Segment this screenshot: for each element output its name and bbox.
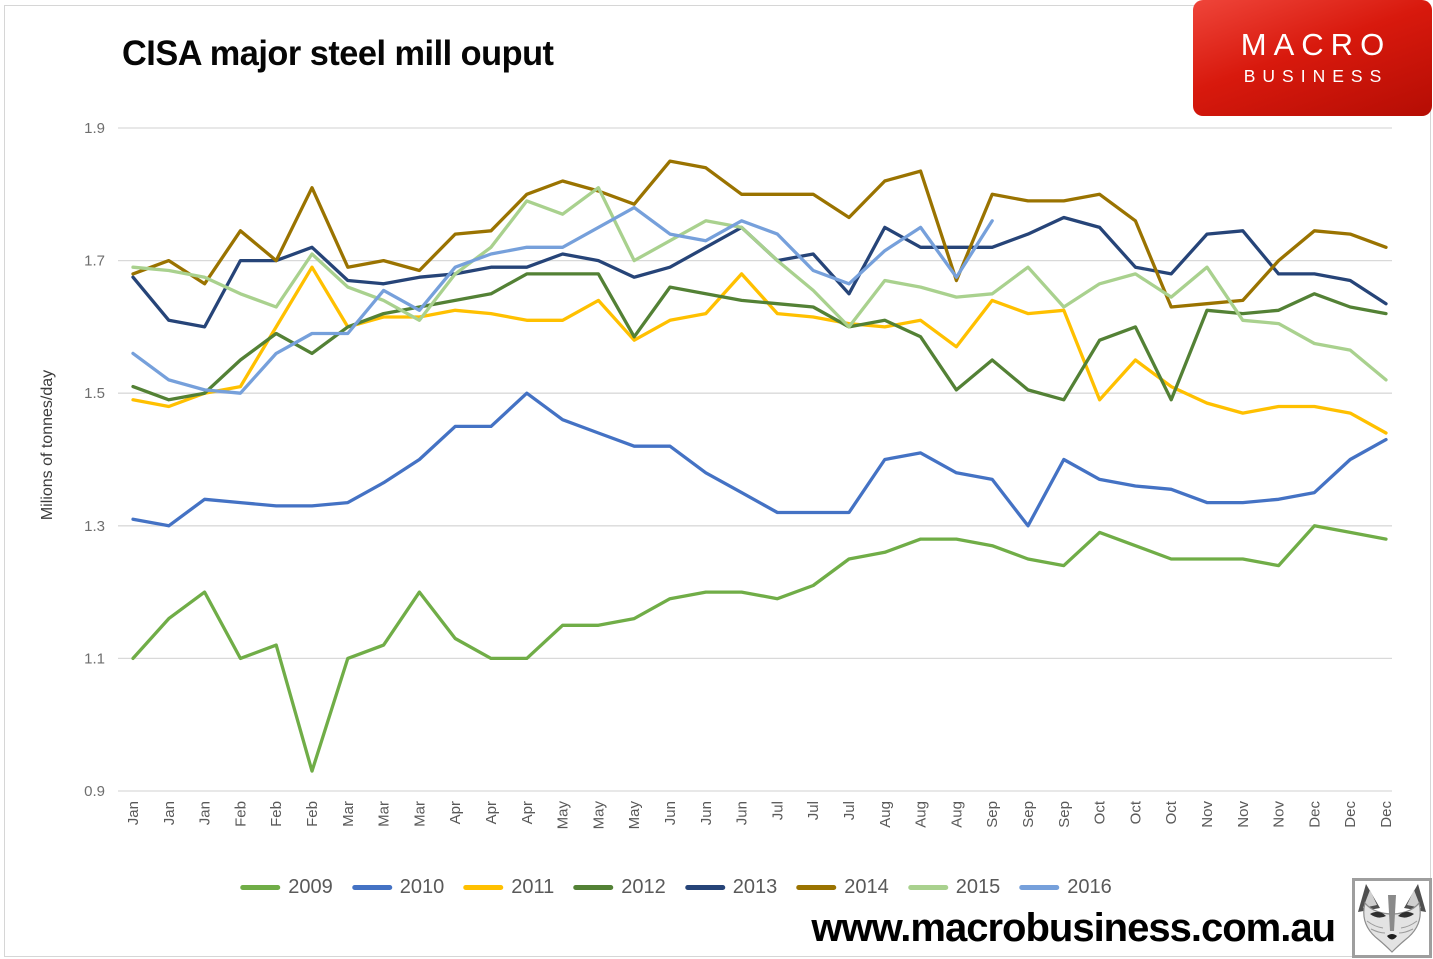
legend-swatch-2013 xyxy=(684,885,725,890)
fox-sketch-drawing xyxy=(1358,884,1426,953)
x-tick-label: Feb xyxy=(268,801,285,827)
x-tick-label: Dec xyxy=(1342,801,1359,828)
chart-title: CISA major steel mill ouput xyxy=(122,34,554,73)
x-tick-label: Aug xyxy=(913,801,930,828)
series-line-2016 xyxy=(131,205,994,395)
x-tick-label: Sep xyxy=(1020,801,1037,828)
y-tick-label: 0.9 xyxy=(84,783,105,800)
legend-item-2012: 2012 xyxy=(573,876,666,899)
gridlines xyxy=(118,127,1392,792)
x-tick-label: Dec xyxy=(1378,801,1395,828)
legend-item-2009: 2009 xyxy=(240,876,333,899)
x-tick-label: May xyxy=(555,801,572,830)
legend-label-2010: 2010 xyxy=(399,876,445,898)
logo-text-macro: MACRO xyxy=(1240,26,1392,62)
chart-legend: 2009 2010 2011 2012 2013 2014 2015 2016 xyxy=(240,876,1112,899)
x-tick-label: Nov xyxy=(1199,801,1216,828)
legend-label-2016: 2016 xyxy=(1067,876,1112,898)
legend-swatch-2010 xyxy=(351,885,392,890)
x-tick-label: Sep xyxy=(984,801,1001,828)
x-tick-label: May xyxy=(590,801,607,830)
footer-url: www.macrobusiness.com.au xyxy=(811,906,1336,950)
y-tick-label: 1.9 xyxy=(84,120,105,137)
x-tick-label: Mar xyxy=(340,801,357,827)
series-line-2013 xyxy=(131,215,1388,329)
legend-label-2011: 2011 xyxy=(511,876,555,898)
legend-swatch-2011 xyxy=(463,885,504,890)
legend-label-2015: 2015 xyxy=(955,876,1001,898)
legend-item-2014: 2014 xyxy=(796,876,889,899)
logo-text-business: BUSINESS xyxy=(1243,66,1389,87)
x-tick-label: Mar xyxy=(376,801,393,827)
y-tick-label: 1.3 xyxy=(84,518,105,535)
x-tick-label: Dec xyxy=(1306,801,1323,828)
legend-item-2010: 2010 xyxy=(351,876,445,899)
series-line-2015 xyxy=(131,186,1388,382)
x-tick-label: Apr xyxy=(483,801,500,824)
x-tick-label: Feb xyxy=(304,801,321,827)
x-tick-label: Aug xyxy=(877,801,894,828)
y-tick-label: 1.1 xyxy=(84,650,105,667)
x-tick-label: Jul xyxy=(805,801,822,820)
x-tick-label: Feb xyxy=(232,801,249,827)
x-tick-label: Oct xyxy=(1092,800,1109,824)
x-tick-label: Oct xyxy=(1163,800,1180,824)
x-tick-labels: Jan Jan Jan Feb Feb Feb Mar Mar Mar Apr Apr Apr May M… xyxy=(125,800,1395,829)
x-tick-label: Jan xyxy=(197,801,214,825)
legend-label-2009: 2009 xyxy=(288,876,333,898)
x-tick-label: Apr xyxy=(447,801,464,824)
legend-item-2015: 2015 xyxy=(907,876,1001,899)
series-line-2009 xyxy=(131,524,1388,773)
x-tick-label: Nov xyxy=(1271,801,1288,828)
x-tick-label: Apr xyxy=(519,801,536,824)
x-tick-label: Jun xyxy=(734,801,751,825)
x-tick-label: Sep xyxy=(1056,801,1073,828)
macrobusiness-logo: MACRO BUSINESS xyxy=(1193,0,1432,116)
series-line-2014 xyxy=(131,159,1388,309)
legend-label-2013: 2013 xyxy=(732,876,778,898)
legend-swatch-2012 xyxy=(573,885,614,890)
x-tick-label: Mar xyxy=(411,801,428,827)
legend-label-2012: 2012 xyxy=(621,876,666,898)
legend-item-2011: 2011 xyxy=(463,876,554,899)
series-lines xyxy=(131,159,1388,773)
x-tick-label: Jan xyxy=(161,801,178,825)
legend-swatch-2014 xyxy=(796,885,837,890)
x-tick-label: Aug xyxy=(948,801,965,828)
x-tick-label: Jun xyxy=(662,801,679,825)
x-tick-label: Jul xyxy=(769,801,786,820)
x-tick-label: Oct xyxy=(1127,800,1144,824)
series-line-2012 xyxy=(131,272,1388,402)
legend-swatch-2016 xyxy=(1019,885,1060,890)
fox-sketch-image xyxy=(1352,878,1432,958)
series-line-2010 xyxy=(131,391,1388,528)
y-tick-labels: 0.9 1.1 1.3 1.5 1.7 1.9 xyxy=(84,120,105,800)
legend-item-2013: 2013 xyxy=(684,876,778,899)
x-tick-label: Jan xyxy=(125,801,142,825)
x-tick-label: Nov xyxy=(1235,801,1252,828)
legend-item-2016: 2016 xyxy=(1019,876,1112,899)
y-tick-label: 1.7 xyxy=(84,253,105,270)
legend-swatch-2015 xyxy=(907,885,948,890)
legend-label-2014: 2014 xyxy=(844,876,889,898)
x-tick-label: May xyxy=(626,801,643,830)
x-tick-label: Jun xyxy=(698,801,715,825)
y-axis-title: Milions of tonnes/day xyxy=(39,369,56,521)
x-tick-label: Jul xyxy=(841,801,858,820)
y-tick-label: 1.5 xyxy=(84,385,105,402)
legend-swatch-2009 xyxy=(240,885,281,890)
series-line-2011 xyxy=(131,265,1388,435)
